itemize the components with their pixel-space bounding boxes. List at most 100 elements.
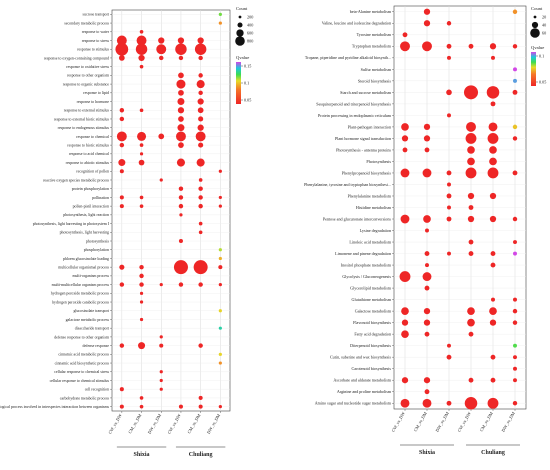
row-label: response to other organism — [67, 74, 109, 78]
bubble — [198, 186, 203, 191]
bubble — [138, 54, 145, 62]
bubble — [467, 192, 475, 200]
row-label: Carotenoid biosynthesis — [352, 366, 392, 371]
row-label: disaccharide transport — [75, 327, 110, 331]
bubble — [464, 85, 478, 100]
bubble — [512, 320, 518, 325]
legend-count-label: 400 — [247, 23, 253, 28]
row-label: Sesquiterpenoid and triterpenoid biosynt… — [316, 101, 391, 106]
bubble — [425, 263, 429, 268]
row-label: multi-organism process — [72, 274, 109, 278]
bubble — [198, 55, 203, 61]
legend-qvalue-label: 0.1 — [244, 81, 249, 86]
bubble — [468, 251, 474, 256]
bubble — [198, 90, 203, 96]
bubble — [402, 147, 408, 153]
bubble — [119, 169, 124, 174]
row-label: Linoleic acid metabolism — [349, 239, 391, 244]
bubble — [467, 146, 475, 154]
bubble — [198, 142, 204, 148]
bubble — [178, 142, 184, 148]
legend-count-bubble — [530, 28, 540, 38]
bubble — [424, 147, 430, 153]
row-label: response to endogenous stimulus — [58, 126, 110, 130]
bubble — [118, 55, 125, 61]
bubble — [198, 343, 203, 348]
bubble — [139, 64, 144, 69]
column-label: CM_vs_DM — [127, 413, 142, 434]
bubble — [468, 43, 474, 49]
bubble — [139, 317, 144, 322]
legend-qvalue-title: Qvalue — [236, 55, 249, 60]
bubble — [198, 195, 203, 200]
row-label: pollen-pistil interaction — [73, 205, 109, 209]
row-label: hydrogen peroxide metabolic process — [51, 292, 110, 296]
row-label: Inositol phosphate metabolism — [341, 263, 392, 268]
row-label: Glycerolipid metabolism — [350, 286, 392, 291]
row-label: pollination — [92, 196, 109, 200]
bubble — [159, 343, 164, 348]
bubble — [422, 41, 432, 52]
row-label: cinnamic acid metabolic process — [58, 353, 109, 357]
bubble — [194, 43, 207, 55]
bubble — [178, 238, 183, 244]
bubble — [447, 205, 451, 210]
bubble — [139, 404, 144, 409]
bubble — [424, 285, 430, 291]
row-label: photosynthesis, light harvesting — [60, 231, 109, 236]
bubble — [489, 319, 497, 326]
bubble — [178, 72, 184, 79]
group-label: Shixia — [419, 450, 435, 456]
legend-qvalue-label: 0.1 — [539, 54, 544, 59]
row-label: Galactose metabolism — [355, 309, 392, 314]
column-label: CM_vs_DM — [479, 411, 494, 432]
legend-qvalue-label: 0.05 — [539, 80, 546, 85]
bubble — [402, 32, 408, 38]
row-label: Valine, leucine and isoleucine degradati… — [322, 21, 391, 27]
bubble — [159, 55, 164, 61]
bubble — [135, 43, 148, 55]
bubble — [400, 214, 410, 224]
group-label: Shixia — [134, 452, 150, 458]
bubble — [446, 400, 452, 406]
row-label: Glycolysis / Gluconeogenesis — [342, 274, 391, 279]
bubble — [487, 397, 499, 409]
row-label: Pentose and glucuronate interconversions — [323, 216, 392, 221]
row-label: Arginine and proline metabolism — [337, 389, 392, 394]
bubble — [446, 21, 452, 26]
bubble — [489, 192, 497, 200]
bubble — [401, 135, 409, 142]
row-label: Amino sugar and nucleotide sugar metabol… — [315, 401, 392, 406]
row-label: response to acid chemical — [69, 152, 109, 156]
column-label: CM_vs_DM — [413, 411, 428, 432]
bubble — [446, 89, 452, 96]
bubble — [218, 248, 222, 252]
row-label: sucrose transport — [83, 13, 110, 17]
bubble — [422, 398, 432, 408]
bubble — [400, 41, 410, 52]
bubble — [512, 44, 518, 49]
bubble — [491, 55, 495, 60]
bubble — [446, 354, 452, 360]
bubble — [512, 401, 518, 406]
bubble — [400, 168, 410, 178]
bubble — [116, 35, 127, 46]
bubble — [490, 354, 496, 360]
bubble — [513, 355, 517, 360]
row-label: cellular response to chemical stimulus — [50, 379, 110, 383]
row-label: galactose metabolic process — [66, 318, 110, 322]
bubble — [512, 124, 518, 130]
bubble — [512, 170, 518, 176]
bubble — [138, 342, 146, 350]
row-label: phloem glucosinolate loading — [63, 257, 109, 261]
column-label: DW_vs_DM — [206, 413, 222, 435]
bubble — [115, 42, 129, 56]
bubble — [513, 78, 517, 83]
bubble — [401, 307, 409, 315]
row-label: Fatty acid degradation — [354, 332, 391, 337]
bubble — [218, 352, 222, 356]
bubble — [196, 158, 205, 167]
row-label: cell recognition — [85, 388, 109, 392]
legend-qvalue-bar — [531, 52, 536, 86]
